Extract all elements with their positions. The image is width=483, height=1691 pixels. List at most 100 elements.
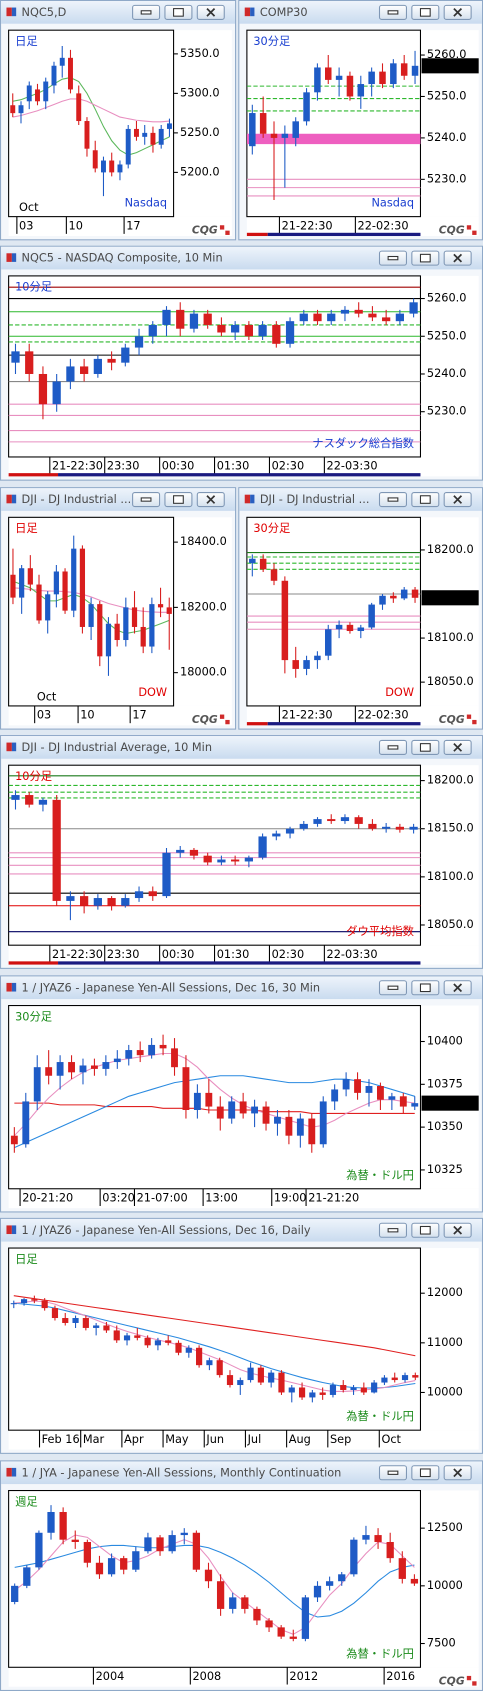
close-button[interactable] bbox=[443, 1222, 472, 1238]
maximize-button[interactable] bbox=[411, 739, 440, 755]
candle-body bbox=[175, 1342, 182, 1353]
candle-body bbox=[176, 849, 185, 853]
candle-body bbox=[272, 324, 281, 344]
candle-body bbox=[335, 624, 343, 630]
candle-body bbox=[217, 324, 226, 333]
close-button[interactable] bbox=[196, 4, 225, 20]
close-button[interactable] bbox=[443, 4, 472, 20]
candle-body bbox=[357, 84, 365, 97]
minimize-button[interactable] bbox=[378, 1222, 407, 1238]
candle-body bbox=[357, 627, 365, 632]
moving-average bbox=[13, 1295, 416, 1357]
candle-body bbox=[409, 302, 418, 314]
close-button[interactable] bbox=[443, 739, 472, 755]
maximize-button[interactable] bbox=[164, 4, 193, 20]
title-bar bbox=[1, 1218, 482, 1242]
plot-content bbox=[10, 535, 172, 676]
minimize-button[interactable] bbox=[132, 491, 161, 508]
close-button[interactable] bbox=[443, 250, 472, 266]
x-tick-label: 21-22:30 bbox=[282, 219, 333, 232]
x-tick-label: 23:30 bbox=[107, 948, 140, 961]
maximize-button[interactable] bbox=[411, 980, 440, 996]
glyph bbox=[206, 495, 216, 504]
y-tick-label: 5240.0 bbox=[427, 131, 467, 144]
window-icon bbox=[11, 982, 17, 992]
maximize-button[interactable] bbox=[411, 250, 440, 266]
maximize-button[interactable] bbox=[411, 4, 440, 20]
candle-body bbox=[314, 67, 321, 93]
candle-body bbox=[298, 1387, 306, 1398]
candle-body bbox=[303, 660, 310, 669]
candle-body bbox=[376, 1086, 384, 1100]
instrument-label: 為替・ドル円 bbox=[346, 1168, 414, 1182]
session-bar bbox=[246, 232, 268, 237]
candle-body bbox=[270, 133, 278, 138]
instrument-label: DOW bbox=[138, 686, 167, 699]
candle-body bbox=[149, 604, 155, 647]
window-icon bbox=[6, 494, 12, 504]
y-tick-label: 5250.0 bbox=[427, 89, 467, 102]
x-tick-label: 23:30 bbox=[107, 460, 140, 473]
candle-body bbox=[265, 1620, 273, 1628]
glyph bbox=[453, 743, 463, 752]
session-bar bbox=[267, 232, 421, 237]
close-button[interactable] bbox=[443, 491, 472, 508]
x-tick-label: 22-02:30 bbox=[358, 219, 409, 232]
candle-body bbox=[84, 121, 90, 149]
close-button[interactable] bbox=[196, 491, 225, 508]
timeframe-label: 日足 bbox=[15, 35, 38, 48]
instrument-label: ダウ平均指数 bbox=[346, 924, 414, 938]
maximize-button[interactable] bbox=[411, 1222, 440, 1238]
candle-body bbox=[253, 1608, 261, 1621]
candle-body bbox=[346, 75, 354, 97]
candle-body bbox=[381, 1377, 388, 1383]
candle-body bbox=[228, 1101, 236, 1119]
candle-body bbox=[66, 896, 75, 901]
close-button[interactable] bbox=[443, 980, 472, 996]
minimize-button[interactable] bbox=[378, 1465, 407, 1481]
maximize-button[interactable] bbox=[411, 1465, 440, 1481]
candle-body bbox=[43, 81, 49, 102]
session-bar bbox=[58, 961, 421, 965]
window-title: 1 / JYAZ6 - Japanese Yen-All Sessions, D… bbox=[22, 1224, 311, 1237]
glyph bbox=[453, 253, 463, 263]
minimize-button[interactable] bbox=[378, 980, 407, 996]
x-tick-label: 10 bbox=[69, 219, 83, 232]
maximize-button[interactable] bbox=[164, 491, 193, 508]
candle-body bbox=[62, 571, 68, 611]
x-tick-label: May bbox=[165, 1433, 189, 1446]
glyph bbox=[387, 745, 399, 750]
candle-body bbox=[107, 1558, 116, 1575]
candle-body bbox=[23, 1567, 31, 1586]
candle-body bbox=[259, 558, 267, 570]
y-tick-label: 10350 bbox=[427, 1120, 463, 1133]
minimize-button[interactable] bbox=[132, 4, 161, 20]
candle-body bbox=[368, 71, 375, 85]
timeframe-label: 週足 bbox=[15, 1495, 38, 1508]
minimize-button[interactable] bbox=[378, 739, 407, 755]
plot-content bbox=[11, 1505, 419, 1642]
close-button[interactable] bbox=[443, 1465, 472, 1481]
glyph bbox=[419, 983, 431, 993]
logo: CQG bbox=[439, 1674, 465, 1687]
maximize-button[interactable] bbox=[411, 491, 440, 508]
candle-body bbox=[292, 121, 299, 138]
candle-body bbox=[72, 1318, 79, 1323]
x-tick-label: Jun bbox=[205, 1433, 224, 1446]
candle-body bbox=[388, 1096, 396, 1100]
timeframe-label: 日足 bbox=[15, 522, 38, 535]
candle-body bbox=[229, 1597, 237, 1609]
glyph bbox=[419, 253, 431, 263]
candle-body bbox=[131, 607, 138, 627]
minimize-button[interactable] bbox=[378, 4, 407, 20]
minimize-button[interactable] bbox=[378, 491, 407, 508]
candle-body bbox=[368, 604, 375, 628]
glyph bbox=[453, 1468, 463, 1478]
minimize-button[interactable] bbox=[378, 250, 407, 266]
x-tick-label: Apr bbox=[124, 1433, 144, 1446]
window-title: NQC5,D bbox=[22, 6, 67, 19]
candle-body bbox=[325, 629, 332, 656]
candle-body bbox=[144, 1337, 151, 1346]
candle-body bbox=[325, 1581, 334, 1586]
x-tick-label: 2012 bbox=[289, 1670, 318, 1683]
